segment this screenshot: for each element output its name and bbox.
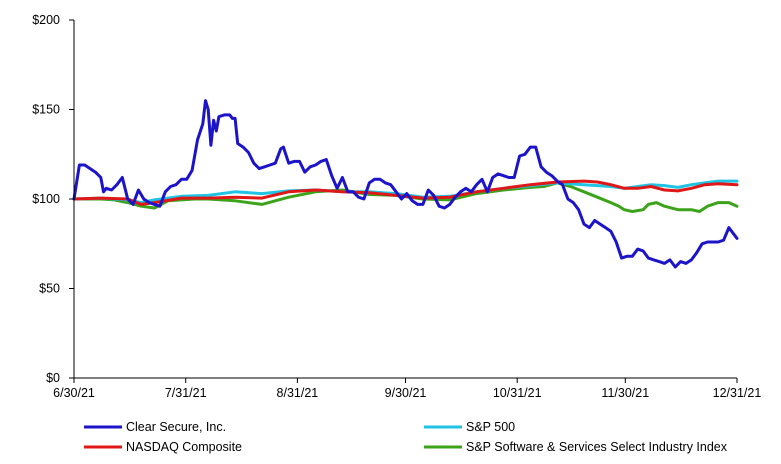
series-line-s-p-software-services-select-industry-index: [72, 181, 739, 213]
legend-label-clear-secure-inc: Clear Secure, Inc.: [126, 420, 226, 434]
y-tick-label: $100: [32, 192, 60, 206]
series-line-clear-secure-inc: [72, 99, 739, 269]
legend-label-nasdaq-composite: NASDAQ Composite: [126, 440, 242, 454]
x-tick-label: 12/31/21: [713, 386, 762, 400]
y-tick-label: $0: [46, 371, 60, 385]
x-tick-label: 9/30/21: [385, 386, 427, 400]
x-tick-label: 6/30/21: [53, 386, 95, 400]
x-tick-label: 11/30/21: [601, 386, 649, 400]
y-tick-label: $150: [32, 103, 60, 117]
series-layer: [72, 99, 739, 269]
legend: Clear Secure, Inc. S&P 500 NASDAQ Composit…: [84, 420, 728, 454]
x-tick-label: 10/31/21: [493, 386, 542, 400]
y-tick-labels: $0 $50 $100 $150 $200: [32, 13, 74, 385]
y-tick-label: $50: [39, 282, 60, 296]
legend-label-s-p-software-services-select-industry-index: S&P Software & Services Select Industry …: [466, 440, 728, 454]
series-line-nasdaq-composite: [72, 179, 739, 206]
legend-label-s-p-500: S&P 500: [466, 420, 515, 434]
x-tick-labels: 6/30/21 7/31/21 8/31/21 9/30/21 10/31/21 11/3…: [53, 378, 761, 400]
y-tick-label: $200: [32, 13, 60, 27]
x-tick-label: 7/31/21: [165, 386, 207, 400]
x-tick-label: 8/31/21: [277, 386, 319, 400]
